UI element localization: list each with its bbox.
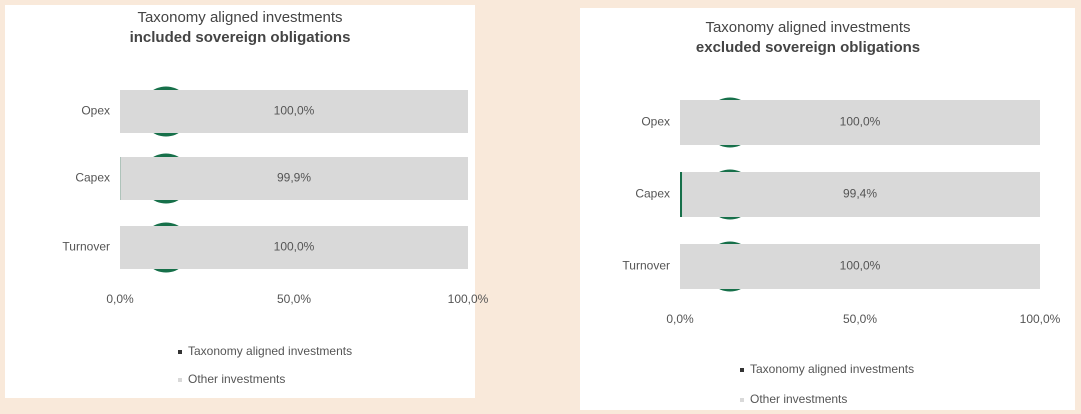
data-label: 100,0% xyxy=(840,115,881,129)
y-tick-label: Turnover xyxy=(622,259,670,273)
legend-label: Taxonomy aligned investments xyxy=(750,362,914,376)
panel xyxy=(5,5,475,398)
legend-swatch xyxy=(740,368,744,372)
y-tick-label: Opex xyxy=(641,115,670,129)
bar-segment xyxy=(682,172,1040,217)
data-label: 99,9% xyxy=(277,171,311,185)
bar-segment xyxy=(680,100,1040,145)
data-label: 100,0% xyxy=(274,104,315,118)
x-tick-label: 0,0% xyxy=(106,292,134,306)
x-tick-label: 100,0% xyxy=(448,292,489,306)
bar-segment xyxy=(120,226,468,269)
legend-label: Other investments xyxy=(750,392,847,406)
chart-title: Taxonomy aligned investments xyxy=(137,9,342,26)
legend-label: Other investments xyxy=(188,372,285,386)
x-tick-label: 0,0% xyxy=(666,312,694,326)
bar-segment xyxy=(120,157,469,200)
x-tick-label: 50,0% xyxy=(277,292,311,306)
legend-swatch xyxy=(740,398,744,402)
legend-label: Taxonomy aligned investments xyxy=(188,344,352,358)
bar-segment xyxy=(680,244,1040,289)
legend-swatch xyxy=(178,378,182,382)
y-tick-label: Capex xyxy=(75,171,110,185)
x-tick-label: 50,0% xyxy=(843,312,877,326)
y-tick-label: Turnover xyxy=(62,240,110,254)
chart-subtitle: excluded sovereign obligations xyxy=(696,39,920,56)
bar-segment xyxy=(120,90,468,133)
legend-swatch xyxy=(178,350,182,354)
data-label: 100,0% xyxy=(840,259,881,273)
bar-segment xyxy=(680,172,683,217)
chart-subtitle: included sovereign obligations xyxy=(130,29,351,46)
y-tick-label: Capex xyxy=(635,187,670,201)
y-tick-label: Opex xyxy=(81,104,110,118)
x-tick-label: 100,0% xyxy=(1020,312,1061,326)
data-label: 99,4% xyxy=(843,187,877,201)
data-label: 100,0% xyxy=(274,240,315,254)
chart-title: Taxonomy aligned investments xyxy=(705,19,910,36)
